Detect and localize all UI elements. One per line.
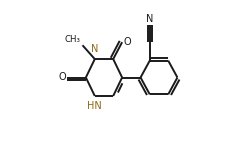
Text: O: O	[58, 73, 66, 82]
Text: O: O	[123, 37, 131, 47]
Text: N: N	[91, 44, 98, 54]
Text: HN: HN	[87, 101, 102, 111]
Text: N: N	[146, 14, 153, 24]
Text: CH₃: CH₃	[65, 35, 81, 44]
